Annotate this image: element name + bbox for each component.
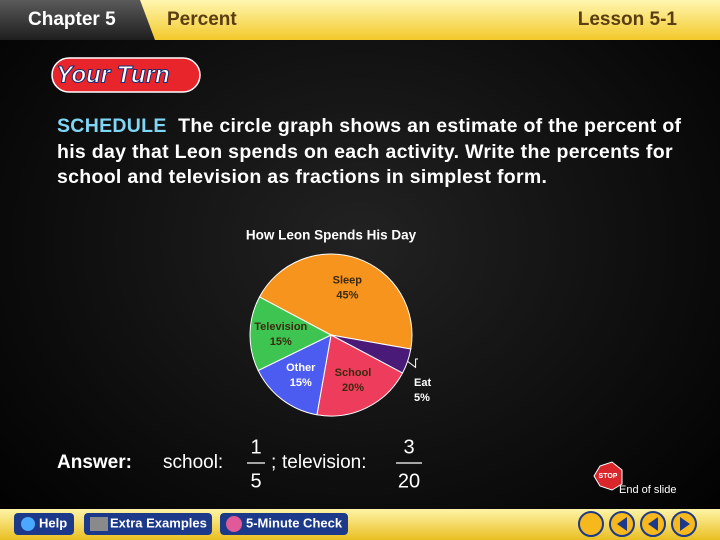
slice-value-label: 5% xyxy=(414,392,430,404)
school-label: school: xyxy=(163,452,223,473)
problem-body: The circle graph shows an estimate of th… xyxy=(57,115,682,188)
slice-label: Other xyxy=(286,362,316,374)
pie-slice xyxy=(316,334,404,417)
examples-button[interactable] xyxy=(84,513,212,535)
pie-chart: Sleep 45% Eat 5% School 20% Other 15% Television… xyxy=(249,253,431,417)
lesson-label: Lesson 5-1 xyxy=(578,9,678,30)
examples-icon xyxy=(90,517,108,531)
check-label: 5-Minute Check xyxy=(246,515,343,530)
stop-label: STOP xyxy=(599,473,618,480)
slice-label: Sleep xyxy=(333,274,363,286)
end-of-slide: End of slide xyxy=(619,484,676,496)
answer-separator: ; xyxy=(271,452,276,473)
pie-slice xyxy=(257,334,332,416)
nav-buttons xyxy=(578,511,697,537)
previous-icon xyxy=(648,517,658,531)
television-denominator: 20 xyxy=(398,470,420,492)
problem-text: SCHEDULE The circle graph shows an estim… xyxy=(57,114,697,191)
slice-label: School xyxy=(335,367,372,379)
badge-label: Your Turn xyxy=(56,61,169,88)
next-icon xyxy=(680,517,690,531)
chart-title: How Leon Spends His Day xyxy=(246,228,417,243)
home-button[interactable] xyxy=(578,511,604,537)
answer-label: Answer: xyxy=(57,452,132,473)
pie-slice xyxy=(258,253,413,350)
school-numerator: 1 xyxy=(250,436,261,458)
topic-label: Percent xyxy=(167,9,237,30)
chapter-label: Chapter 5 xyxy=(28,9,116,30)
stop-sign[interactable] xyxy=(593,461,623,491)
help-icon xyxy=(21,517,35,531)
school-denominator: 5 xyxy=(250,470,261,492)
slice-value-label: 15% xyxy=(290,377,312,389)
slice-value-label: 45% xyxy=(336,289,358,301)
television-label: television: xyxy=(282,452,367,473)
help-label: Help xyxy=(39,515,67,530)
chapter-tab xyxy=(0,0,155,40)
check-icon xyxy=(226,516,242,532)
slice-label: Television xyxy=(254,321,307,333)
first-icon xyxy=(617,517,627,531)
check-button[interactable] xyxy=(220,513,348,535)
pie-slice xyxy=(249,296,333,372)
leader-line xyxy=(407,358,418,369)
slice-label: Eat xyxy=(414,377,431,389)
problem-label: SCHEDULE xyxy=(57,115,167,137)
examples-label: Extra Examples xyxy=(110,515,207,530)
slice-value-label: 20% xyxy=(342,382,364,394)
badge xyxy=(51,57,201,93)
television-numerator: 3 xyxy=(403,436,414,458)
slice-value-label: 15% xyxy=(270,336,292,348)
